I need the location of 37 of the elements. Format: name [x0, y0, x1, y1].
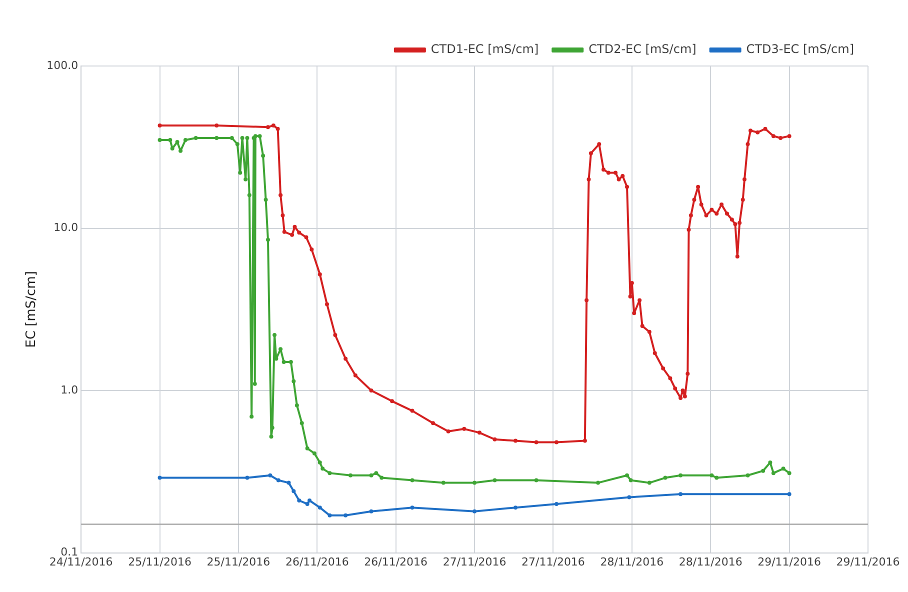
point: [627, 495, 632, 500]
point: [318, 506, 322, 510]
x-tick-label: 25/11/2016: [206, 555, 270, 568]
point: [472, 509, 477, 514]
point: [245, 476, 250, 480]
legend-label: CTD1-EC [mS/cm]: [430, 42, 539, 56]
point: [308, 498, 312, 503]
point: [292, 489, 296, 494]
legend-label: CTD2-EC [mS/cm]: [588, 42, 696, 56]
y-axis-title: EC [mS/cm]: [24, 271, 40, 348]
x-tick-label: 27/11/2016: [522, 555, 585, 568]
point: [286, 480, 291, 485]
y-tick-label: 10.0: [54, 221, 78, 234]
point: [554, 502, 559, 506]
point: [276, 478, 280, 482]
point: [344, 513, 348, 518]
point: [268, 473, 272, 478]
x-tick-label: 28/11/2016: [678, 555, 742, 568]
point: [678, 492, 683, 496]
x-tick-label: 28/11/2016: [600, 555, 664, 568]
point: [297, 498, 302, 503]
y-tick-label: 1.0: [60, 383, 78, 396]
x-tick-label: 27/11/2016: [442, 555, 506, 568]
y-tick-label: 100.0: [46, 58, 78, 72]
x-tick-label: 29/11/2016: [836, 555, 900, 568]
point: [305, 502, 310, 506]
x-tick-label: 26/11/2016: [285, 555, 349, 568]
legend-label: CTD3-EC [mS/cm]: [746, 42, 854, 56]
point: [514, 506, 518, 510]
x-tick-label: 29/11/2016: [758, 555, 822, 568]
point: [787, 492, 792, 496]
x-tick-label: 26/11/2016: [364, 555, 428, 568]
point: [158, 476, 162, 480]
point: [369, 509, 374, 514]
point: [328, 513, 332, 518]
x-tick-label: 25/11/2016: [128, 555, 192, 568]
point: [410, 506, 414, 510]
